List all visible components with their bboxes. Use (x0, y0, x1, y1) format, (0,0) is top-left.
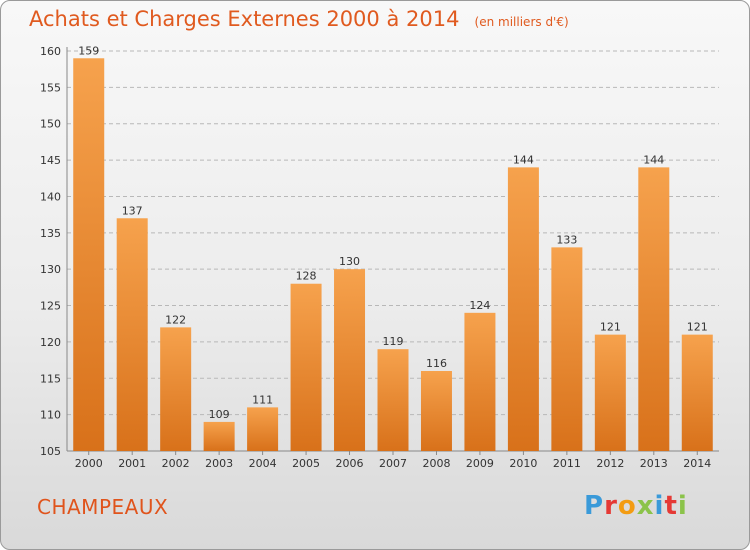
y-tick-label: 135 (40, 227, 61, 240)
x-tick-label: 2009 (466, 457, 494, 470)
x-tick-label: 2004 (249, 457, 277, 470)
chart-unit-note: (en milliers d'€) (474, 15, 569, 29)
x-tick-label: 2005 (292, 457, 320, 470)
data-label: 128 (296, 270, 317, 283)
x-tick-label: 2012 (596, 457, 624, 470)
bar (681, 334, 713, 451)
logo-letter: i (677, 491, 688, 521)
logo-letter: x (636, 491, 655, 521)
y-tick-label: 155 (40, 81, 61, 94)
data-label: 133 (556, 233, 577, 246)
y-tick-label: 160 (40, 45, 61, 58)
data-label: 119 (383, 335, 404, 348)
data-label: 109 (209, 408, 230, 421)
x-tick-label: 2006 (336, 457, 364, 470)
bar (594, 334, 626, 451)
y-tick-label: 125 (40, 300, 61, 313)
x-tick-label: 2011 (553, 457, 581, 470)
proxiti-logo: Proxiti (584, 491, 688, 521)
y-tick-label: 120 (40, 336, 61, 349)
bar (420, 371, 452, 451)
data-label: 121 (600, 321, 621, 334)
bar (73, 58, 105, 451)
data-label: 111 (252, 393, 273, 406)
data-label: 124 (469, 299, 490, 312)
x-tick-label: 2002 (162, 457, 190, 470)
bar (247, 407, 279, 451)
bar (203, 421, 235, 451)
y-tick-label: 105 (40, 445, 61, 458)
x-tick-label: 2010 (509, 457, 537, 470)
chart-title: Achats et Charges Externes 2000 à 2014 (29, 7, 460, 31)
bar (638, 167, 670, 451)
x-tick-label: 2013 (640, 457, 668, 470)
data-label: 121 (687, 321, 708, 334)
bar (507, 167, 539, 451)
x-tick-label: 2014 (683, 457, 711, 470)
logo-letter: P (584, 491, 605, 521)
bar (160, 327, 192, 451)
data-label: 137 (122, 204, 143, 217)
logo-letter: i (654, 491, 665, 521)
bar (377, 349, 409, 451)
data-label: 130 (339, 255, 360, 268)
data-label: 159 (78, 44, 99, 57)
x-tick-label: 2001 (118, 457, 146, 470)
bar (551, 247, 583, 451)
y-tick-label: 140 (40, 190, 61, 203)
bar (464, 312, 496, 451)
y-tick-label: 145 (40, 154, 61, 167)
bar (290, 283, 322, 451)
town-name: CHAMPEAUX (37, 495, 169, 519)
data-label: 122 (165, 313, 186, 326)
y-tick-label: 130 (40, 263, 61, 276)
x-tick-label: 2003 (205, 457, 233, 470)
x-tick-label: 2008 (422, 457, 450, 470)
bar (334, 269, 366, 451)
y-tick-label: 115 (40, 372, 61, 385)
data-label: 144 (513, 153, 534, 166)
x-tick-label: 2007 (379, 457, 407, 470)
y-tick-label: 110 (40, 409, 61, 422)
x-tick-label: 2000 (75, 457, 103, 470)
logo-letter: o (617, 491, 637, 521)
y-tick-label: 150 (40, 118, 61, 131)
chart-title-block: Achats et Charges Externes 2000 à 2014 (… (29, 7, 569, 31)
data-label: 116 (426, 357, 447, 370)
bar (116, 218, 148, 451)
data-label: 144 (643, 153, 664, 166)
logo-letter: t (664, 491, 678, 521)
logo-letter: r (604, 491, 618, 521)
